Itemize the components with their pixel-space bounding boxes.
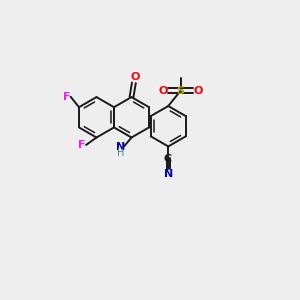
Text: O: O [194, 85, 203, 96]
Text: F: F [78, 140, 86, 150]
Text: H: H [117, 148, 124, 158]
Text: C: C [164, 154, 172, 164]
Text: N: N [164, 169, 173, 179]
Text: O: O [158, 85, 168, 96]
Text: F: F [63, 92, 70, 102]
Text: O: O [131, 73, 140, 82]
Text: S: S [177, 85, 185, 96]
Text: N: N [116, 142, 125, 152]
